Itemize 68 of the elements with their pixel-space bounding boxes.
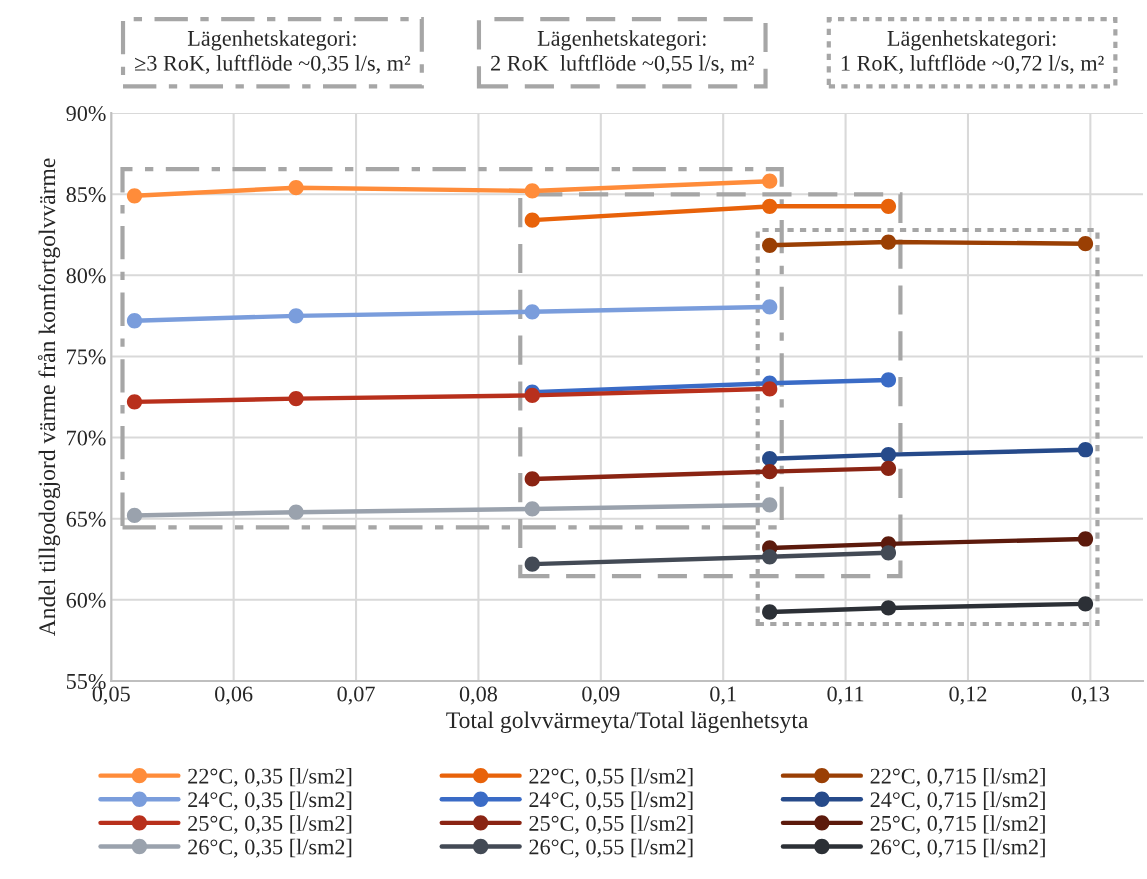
x-tick-label: 0,08: [459, 686, 498, 705]
legend-label: 25°C, 0,35 [l/sm2]: [188, 815, 352, 835]
y-tick-label: 60%: [66, 592, 106, 608]
point: [880, 198, 897, 214]
text: Lägenhetskategori: ≥3 RoK, luftflöde ~0,35 l/s, m²: [135, 30, 411, 74]
legend-label: 24°C, 0,55 [l/sm2]: [529, 791, 693, 811]
point: [880, 234, 897, 250]
point: [524, 501, 540, 517]
point: [762, 198, 778, 214]
legend-label: 26°C, 0,35 [l/sm2]: [188, 838, 352, 858]
point: [762, 464, 778, 480]
point: [288, 180, 304, 196]
x-tick-label: 0,07: [337, 686, 375, 705]
point: [288, 390, 304, 407]
x-tick-label: 0,06: [215, 686, 253, 705]
point: [762, 237, 778, 253]
point: [524, 387, 540, 404]
point: [126, 188, 143, 204]
legend-label: 26°C, 0,55 [l/sm2]: [529, 838, 693, 858]
y-tick-label: 70%: [67, 430, 106, 446]
point: [880, 372, 897, 388]
text: Lägenhetskategori: 2 RoK luftflöde ~0,55 l/s, m²: [491, 30, 754, 74]
legend-label: 24°C, 0,715 [l/sm2]: [870, 791, 1045, 811]
point: [1077, 236, 1094, 252]
point: [288, 308, 304, 324]
legend-label: 26°C, 0,715 [l/sm2]: [870, 838, 1045, 858]
point: [1077, 442, 1094, 458]
point: [288, 504, 304, 520]
point: [880, 600, 897, 616]
point: [880, 545, 897, 561]
point: [126, 394, 143, 410]
point: [762, 549, 778, 565]
point: [126, 313, 143, 329]
point: [524, 183, 540, 199]
legend-label: 22°C, 0,35 [l/sm2]: [188, 767, 352, 787]
x-tick-label: 0,1: [710, 686, 736, 705]
x-tick-label: 0,13: [1071, 686, 1109, 705]
point: [524, 471, 540, 487]
legend-label: 25°C, 0,715 [l/sm2]: [870, 815, 1045, 835]
point: [762, 497, 778, 513]
x-tick-label: 0,09: [582, 686, 620, 705]
point: [762, 381, 778, 397]
y-tick-label: 85%: [66, 187, 106, 203]
point: [1077, 596, 1094, 612]
legend-label: 22°C, 0,55 [l/sm2]: [529, 767, 693, 787]
point: [762, 173, 778, 189]
x-tick-label: 0,11: [827, 686, 864, 705]
y-tick-label: 75%: [67, 349, 106, 365]
point: [762, 299, 778, 315]
x-tick-label: 0,12: [949, 686, 987, 705]
point: [880, 446, 897, 463]
x-axis-title: Total golvvärmeyta/Total lägenhetsyta: [446, 711, 809, 734]
point: [762, 604, 778, 620]
point: [524, 212, 540, 228]
point: [524, 556, 540, 572]
legend-label: 24°C, 0,35 [l/sm2]: [188, 791, 352, 811]
point: [880, 460, 897, 477]
y-tick-label: 80%: [66, 268, 106, 284]
legend-label: 22°C, 0,715 [l/sm2]: [870, 767, 1045, 787]
point: [762, 451, 778, 467]
y-tick-label: 65%: [66, 511, 106, 527]
point: [524, 304, 540, 320]
y-axis-title: Andel tillgodogjord värme från komfortgolvvärme: [37, 158, 61, 637]
legend-label: 25°C, 0,55 [l/sm2]: [529, 815, 693, 835]
y-tick-label: 90%: [66, 105, 106, 122]
point: [126, 507, 143, 524]
point: [1077, 531, 1094, 547]
text: Lägenhetskategori: 1 RoK, luftflöde ~0,72 l/s, m²: [841, 30, 1104, 74]
